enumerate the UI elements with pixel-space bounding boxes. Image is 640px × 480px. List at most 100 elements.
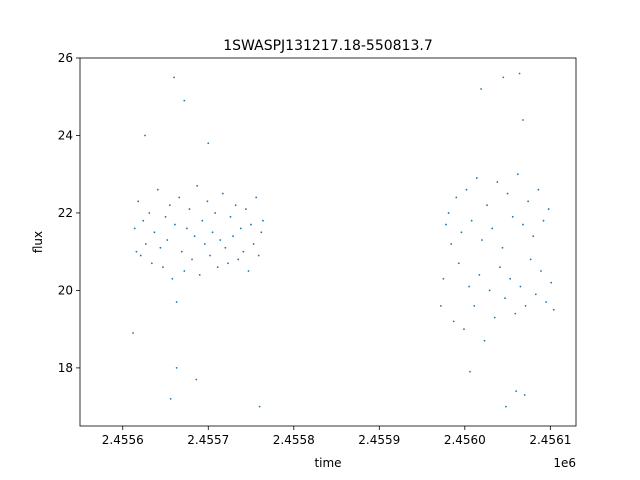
data-point (144, 134, 146, 137)
data-point (178, 196, 181, 199)
y-axis: 18 20 22 24 26 (58, 51, 80, 375)
data-point (137, 200, 140, 203)
data-point (234, 204, 237, 207)
data-point (250, 223, 252, 226)
data-point (529, 258, 532, 261)
data-point (186, 227, 188, 230)
data-point (227, 262, 229, 265)
data-point (153, 231, 156, 234)
y-tick-label: 20 (58, 283, 73, 297)
data-point (214, 212, 217, 214)
data-point (547, 208, 550, 210)
data-point (159, 246, 162, 249)
data-point (522, 223, 524, 226)
data-point (452, 320, 455, 323)
data-point (166, 239, 169, 241)
data-point (455, 196, 458, 199)
data-point (252, 243, 255, 245)
data-point (237, 258, 240, 261)
data-point (164, 215, 167, 218)
data-point (511, 215, 514, 218)
x-axis: 2.4556 2.4557 2.4558 2.4559 2.4560 2.4561 (102, 426, 571, 447)
data-point (502, 76, 505, 79)
data-point (174, 223, 176, 226)
data-point (442, 277, 445, 280)
data-point (247, 270, 250, 272)
data-point (239, 227, 242, 230)
data-point (224, 246, 227, 249)
data-point (183, 270, 186, 272)
data-point (527, 200, 530, 203)
data-point (198, 274, 201, 276)
x-tick-label: 2.4560 (444, 433, 486, 447)
data-point (180, 250, 183, 253)
data-point (516, 173, 519, 176)
data-point (468, 285, 470, 288)
data-point (195, 378, 198, 381)
y-tick-label: 22 (58, 206, 73, 220)
data-point (139, 254, 142, 257)
data-point (171, 277, 174, 280)
data-point (175, 301, 178, 303)
data-point (537, 188, 540, 191)
data-point (216, 266, 219, 269)
chart-title: 1SWASPJ131217.18-550813.7 (223, 38, 432, 54)
data-point (475, 177, 478, 179)
data-point (168, 204, 171, 207)
data-point (518, 72, 521, 75)
data-point (245, 208, 247, 210)
y-tick-label: 24 (58, 128, 73, 142)
data-point (465, 188, 468, 191)
data-point (439, 305, 442, 307)
data-point (491, 227, 494, 230)
data-point (496, 181, 499, 183)
data-point (515, 390, 518, 393)
data-point (221, 192, 224, 195)
data-point (542, 219, 545, 222)
data-point (460, 231, 463, 234)
data-point (470, 219, 473, 222)
y-tick-label: 18 (58, 361, 73, 375)
data-point (552, 308, 555, 311)
data-points (132, 72, 555, 408)
data-point (519, 285, 522, 288)
x-tick-label: 2.4556 (102, 433, 144, 447)
data-point (156, 188, 159, 191)
data-point (229, 215, 232, 218)
data-point (132, 332, 134, 334)
x-axis-offset-label: 1e6 (553, 456, 576, 470)
data-point (534, 293, 537, 296)
data-point (473, 305, 476, 307)
data-point (258, 405, 261, 408)
data-point (133, 227, 136, 230)
data-point (463, 328, 465, 331)
x-axis-label: time (314, 456, 341, 470)
data-point (481, 239, 483, 241)
data-point (150, 262, 153, 265)
data-point (457, 262, 460, 265)
data-point (203, 243, 206, 245)
data-point (445, 223, 447, 226)
data-point (524, 305, 527, 307)
data-point (532, 235, 535, 238)
y-tick-label: 26 (58, 51, 73, 65)
data-point (488, 289, 491, 292)
data-point (142, 219, 145, 222)
x-tick-label: 2.4557 (187, 433, 229, 447)
data-point (501, 246, 504, 249)
data-point (469, 370, 471, 373)
data-point (523, 394, 526, 396)
data-point (207, 142, 210, 145)
data-point (162, 266, 164, 269)
data-point (447, 212, 450, 214)
data-point (509, 277, 512, 280)
data-point (209, 254, 211, 257)
data-point (480, 88, 482, 90)
data-point (550, 281, 553, 284)
data-point (486, 204, 488, 207)
plot-frame (79, 57, 577, 427)
data-point (506, 192, 509, 195)
x-tick-label: 2.4561 (529, 433, 571, 447)
